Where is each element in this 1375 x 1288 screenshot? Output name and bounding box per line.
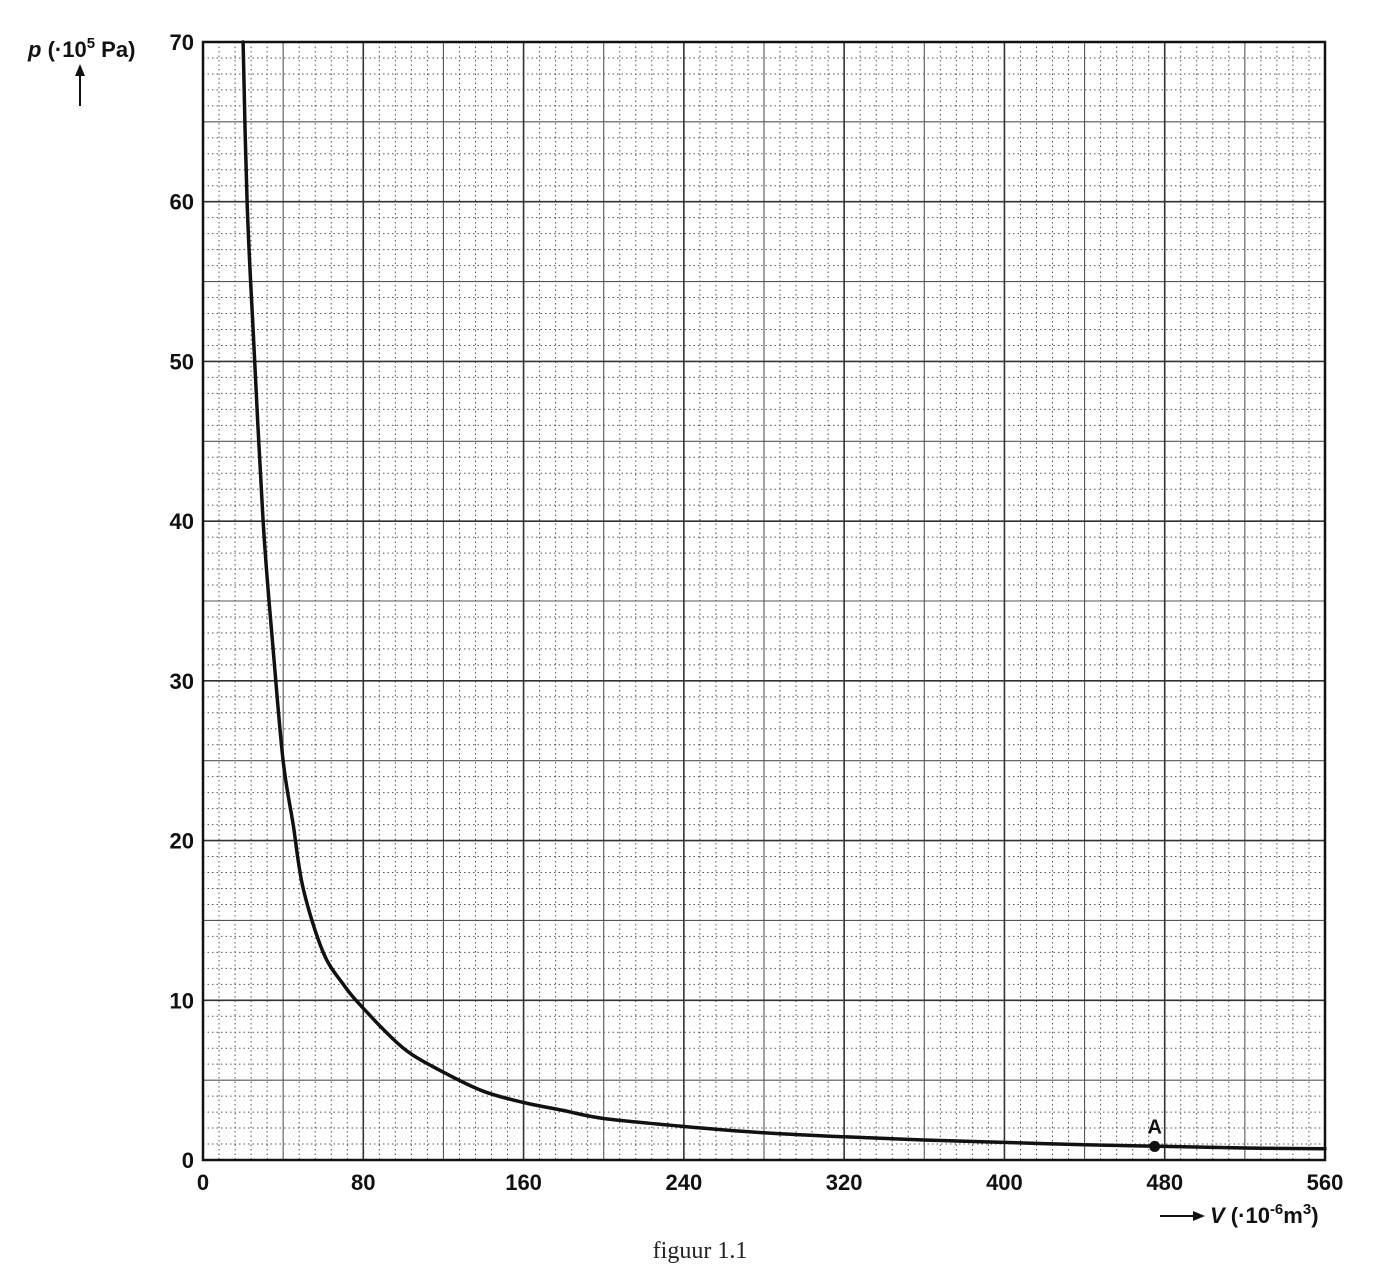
x-tick-label: 400 [986,1170,1023,1195]
x-tick-label: 0 [197,1170,209,1195]
y-tick-labels: 0 10 20 30 40 50 60 70 [170,30,194,1173]
y-tick-label: 30 [170,669,194,694]
x-tick-label: 560 [1307,1170,1344,1195]
x-axis-label: V (·10-6m3) [1210,1201,1319,1228]
y-tick-label: 10 [170,988,194,1013]
plot-frame [201,40,1327,1162]
x-tick-labels: 0 80 160 240 320 400 480 560 [197,1170,1343,1195]
y-axis-arrow-icon [75,64,85,106]
y-tick-label: 40 [170,509,194,534]
y-tick-label: 60 [170,190,194,215]
pressure-volume-curve [241,40,1327,1151]
point-a-marker [1149,1140,1161,1152]
mid-grid [203,42,1325,1160]
x-tick-label: 80 [351,1170,375,1195]
y-axis-label: p (·105 Pa) [27,35,135,62]
x-tick-label: 160 [505,1170,542,1195]
y-tick-label: 20 [170,829,194,854]
figure-caption: figuur 1.1 [653,1238,748,1264]
y-tick-label: 70 [170,30,194,55]
x-tick-label: 320 [826,1170,863,1195]
marked-points: A [1147,1116,1162,1152]
y-tick-label: 50 [170,349,194,374]
x-tick-label: 480 [1146,1170,1183,1195]
x-axis-arrow-icon [1160,1211,1205,1221]
point-a-label: A [1147,1116,1161,1138]
y-tick-label: 0 [182,1148,194,1173]
x-tick-label: 240 [665,1170,702,1195]
